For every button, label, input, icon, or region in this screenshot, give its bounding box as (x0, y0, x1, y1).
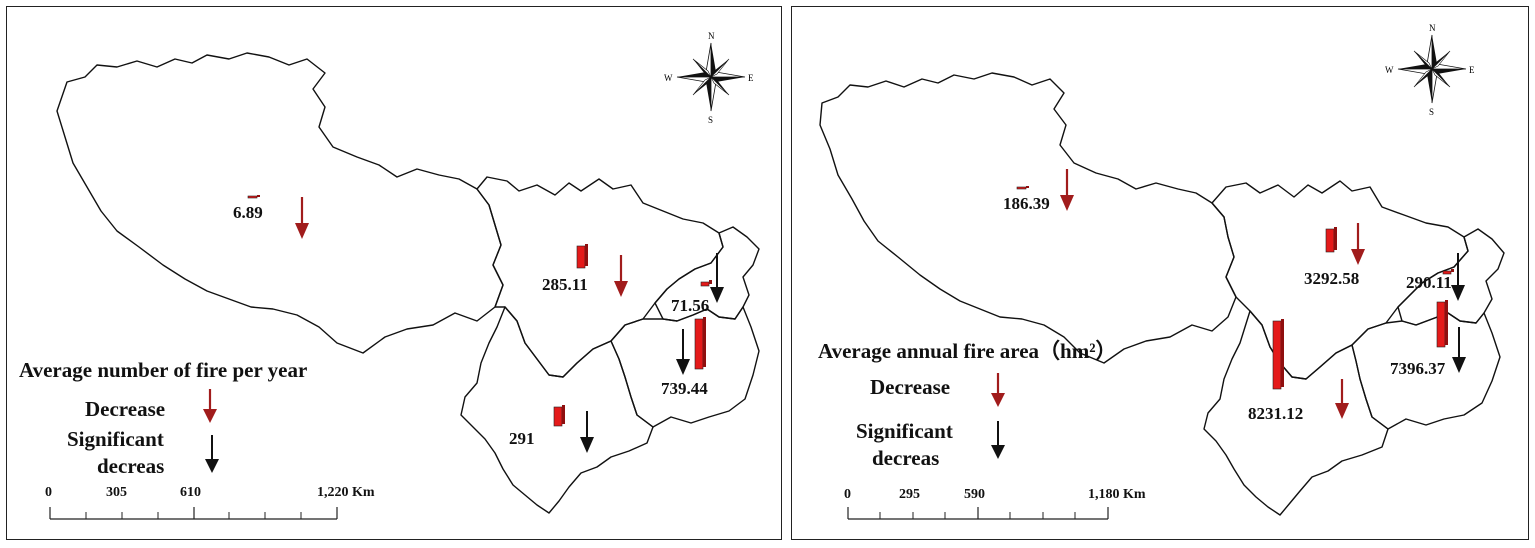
bar-sichuan (1325, 227, 1337, 253)
map-panel-fire-area: N S E W 186.39 3292.58 290.11 7396.37 82… (791, 6, 1529, 540)
label-sichuan: 3292.58 (1304, 269, 1359, 288)
arrow-tibet-decrease (1060, 169, 1074, 211)
bar-chongqing (700, 280, 712, 287)
legend-significant-arrow-icon (205, 435, 219, 473)
label-chongqing: 290.11 (1406, 273, 1452, 292)
legend: Average annual fire area（hm²） Decrease S… (818, 339, 1117, 470)
region-labels: 186.39 3292.58 290.11 7396.37 8231.12 (1003, 194, 1452, 423)
map-panel-fire-count: N S E W 6.89 285.11 71.56 739.44 291 Ave… (6, 6, 782, 540)
yunnan-outline (1203, 310, 1389, 516)
label-chongqing: 71.56 (671, 296, 709, 315)
province-outlines (56, 52, 760, 514)
province-outlines (819, 72, 1505, 516)
compass-rose-icon: N S E W (664, 31, 754, 125)
legend: Average number of fire per year Decrease… (19, 358, 307, 478)
legend-title: Average annual fire area（hm²） (818, 339, 1117, 363)
map-svg-fire-count: N S E W 6.89 285.11 71.56 739.44 291 Ave… (19, 31, 760, 520)
label-guizhou: 739.44 (661, 379, 708, 398)
compass-e: E (1469, 65, 1475, 75)
scale-bar: 0 305 610 1,220 Km (45, 485, 375, 520)
legend-decrease-label: Decrease (870, 375, 950, 399)
scale-tick-0: 0 (844, 487, 851, 502)
label-tibet: 6.89 (233, 203, 263, 222)
legend-significant-label-1: Significant (856, 419, 953, 443)
legend-decrease-label: Decrease (85, 397, 165, 421)
label-guizhou: 7396.37 (1390, 359, 1446, 378)
compass-e: E (748, 73, 754, 83)
compass-n: N (1429, 23, 1436, 33)
arrow-yunnan-significant (580, 411, 594, 453)
label-sichuan: 285.11 (542, 275, 588, 294)
compass-n: N (708, 31, 715, 41)
scale-tick-2: 590 (964, 487, 985, 502)
arrow-chongqing-significant (710, 253, 724, 303)
arrow-tibet-decrease (295, 197, 309, 239)
bar-yunnan (553, 405, 565, 427)
scale-tick-2: 610 (180, 485, 201, 500)
scale-tick-1: 295 (899, 487, 920, 502)
trend-arrows (1060, 169, 1466, 419)
compass-w: W (1385, 65, 1394, 75)
tibet-outline (819, 72, 1237, 364)
scale-tick-1: 305 (106, 485, 127, 500)
label-yunnan: 8231.12 (1248, 404, 1303, 423)
legend-significant-label-1: Significant (67, 427, 164, 451)
arrow-chongqing-significant (1451, 253, 1465, 301)
bars (247, 195, 712, 427)
arrow-sichuan-decrease (1351, 223, 1365, 265)
compass-s: S (1429, 107, 1434, 117)
compass-rose-icon: N S E W (1385, 23, 1475, 117)
bar-sichuan (576, 244, 588, 269)
legend-title: Average number of fire per year (19, 358, 307, 382)
scale-tick-3: 1,220 Km (317, 485, 375, 500)
scale-bar: 0 295 590 1,180 Km (844, 487, 1146, 520)
yunnan-outline (460, 306, 654, 514)
scale-tick-3: 1,180 Km (1088, 487, 1146, 502)
compass-w: W (664, 73, 673, 83)
label-yunnan: 291 (509, 429, 535, 448)
legend-significant-arrow-icon (991, 421, 1005, 459)
arrow-yunnan-decrease (1335, 379, 1349, 419)
bar-tibet (247, 195, 260, 199)
bar-chongqing (1442, 269, 1454, 275)
trend-arrows (295, 197, 724, 453)
compass-s: S (708, 115, 713, 125)
bar-tibet (1016, 186, 1029, 190)
scale-tick-0: 0 (45, 485, 52, 500)
legend-significant-label-2: decreas (97, 454, 164, 478)
bar-yunnan (1272, 319, 1284, 390)
label-tibet: 186.39 (1003, 194, 1050, 213)
arrow-guizhou-significant (1452, 327, 1466, 373)
sichuan-outline (476, 176, 724, 378)
region-labels: 6.89 285.11 71.56 739.44 291 (233, 203, 709, 448)
legend-decrease-arrow-icon (203, 389, 217, 423)
arrow-sichuan-decrease (614, 255, 628, 297)
bars (1016, 186, 1454, 390)
legend-decrease-arrow-icon (991, 373, 1005, 407)
bar-guizhou (694, 317, 706, 370)
legend-significant-label-2: decreas (872, 446, 939, 470)
map-svg-fire-area: N S E W 186.39 3292.58 290.11 7396.37 82… (818, 23, 1505, 520)
arrow-guizhou-significant (676, 329, 690, 375)
tibet-outline (56, 52, 504, 354)
bar-guizhou (1436, 300, 1448, 348)
